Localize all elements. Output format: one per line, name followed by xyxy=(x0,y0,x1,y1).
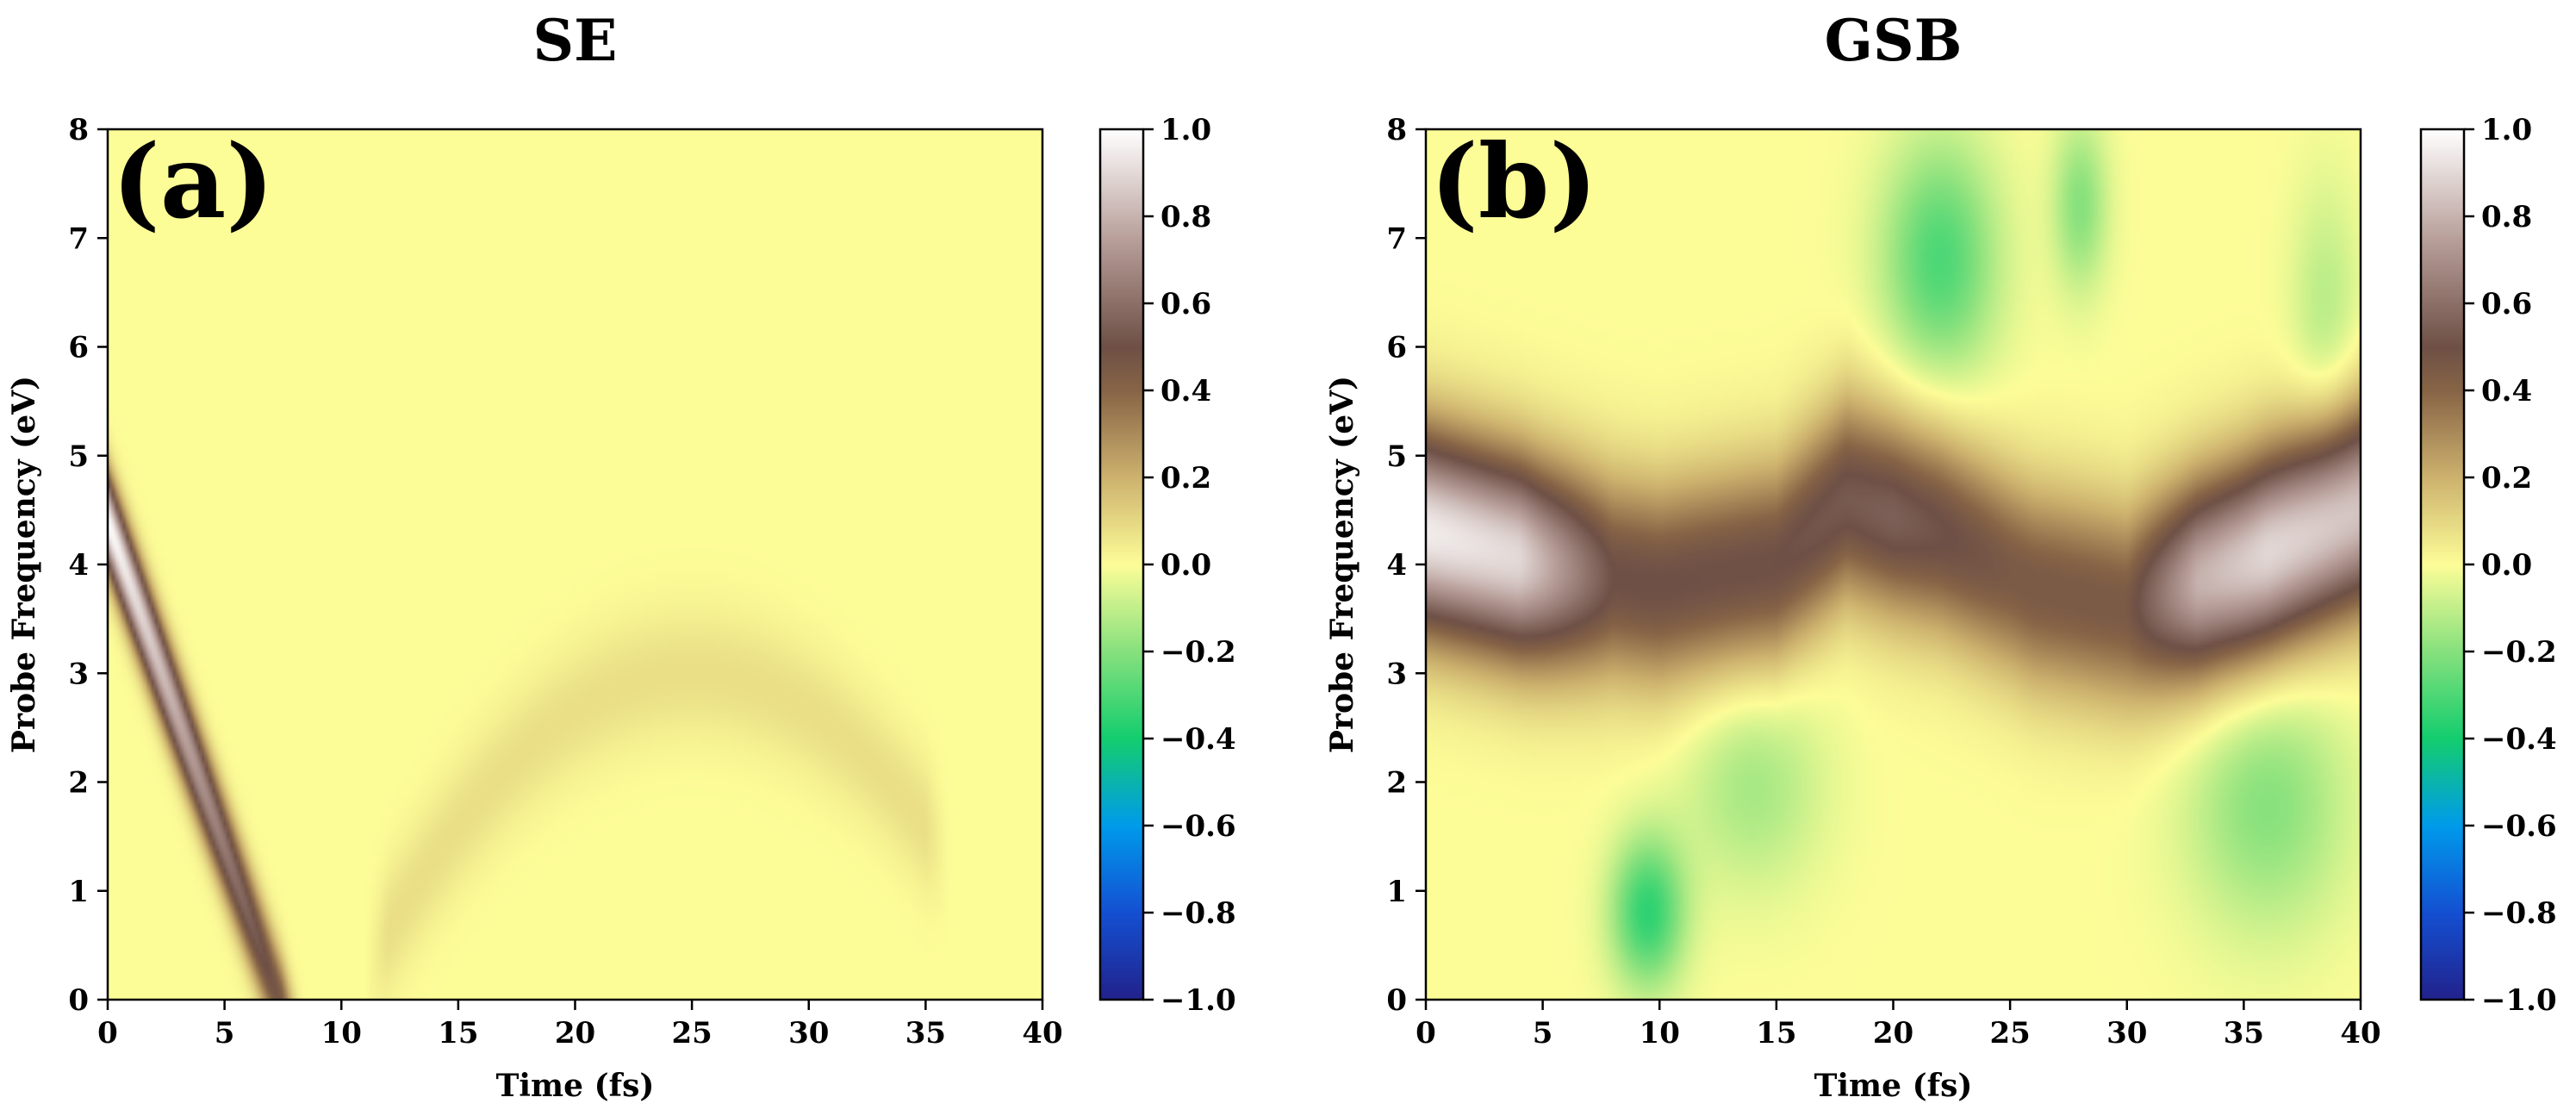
x-tick-label: 35 xyxy=(905,1016,946,1051)
heatmap-image xyxy=(1426,129,2361,1000)
colorbar-tick-label: −0.4 xyxy=(2481,722,2557,757)
y-tick-label: 2 xyxy=(1386,766,1407,801)
x-tick-label: 40 xyxy=(2340,1016,2380,1051)
x-tick-label: 10 xyxy=(321,1016,362,1051)
y-tick-label: 4 xyxy=(68,548,89,583)
y-tick-label: 5 xyxy=(1386,440,1407,474)
x-axis-label: Time (fs) xyxy=(1814,1068,1973,1104)
x-tick-label: 30 xyxy=(2106,1016,2147,1051)
chart-title: GSB xyxy=(1825,7,1963,74)
y-tick-label: 2 xyxy=(68,766,89,801)
colorbar-tick-label: −0.2 xyxy=(1160,635,1236,670)
y-tick-label: 6 xyxy=(1386,331,1407,365)
colorbar-tick-label: 0.6 xyxy=(2481,287,2532,321)
panel-label: (a) xyxy=(112,122,274,241)
y-tick-label: 5 xyxy=(68,440,89,474)
y-tick-label: 1 xyxy=(68,875,89,909)
colorbar-tick-label: 0.4 xyxy=(2481,374,2532,408)
colorbar-tick-label: 0.0 xyxy=(1160,548,1211,583)
heatmap-image xyxy=(108,129,1042,1000)
colorbar-tick-label: −1.0 xyxy=(1160,983,1236,1018)
colorbar-tick-label: 0.6 xyxy=(1160,287,1211,321)
colorbar-tick-label: 1.0 xyxy=(2481,113,2532,147)
y-tick-label: 1 xyxy=(1386,875,1407,909)
x-tick-label: 25 xyxy=(671,1016,712,1051)
x-tick-label: 15 xyxy=(1756,1016,1796,1051)
x-tick-label: 10 xyxy=(1640,1016,1680,1051)
y-tick-label: 7 xyxy=(68,221,89,256)
panel-b: GSB (b) 0 5 10 15 20 25 30 35 40 0 1 2 3 4 5 6 7 8 Time (fs)… xyxy=(1324,7,2557,1104)
x-tick-label: 20 xyxy=(1873,1016,1913,1051)
colorbar: 1.0 0.8 0.6 0.4 0.2 0.0 −0.2 −0.4 −0.6 −0.8 −1.0 xyxy=(2419,113,2557,1018)
colorbar: 1.0 0.8 0.6 0.4 0.2 0.0 −0.2 −0.4 −0.6 −0.8 −1.0 xyxy=(1098,113,1236,1018)
colorbar-tick-label: −0.4 xyxy=(1160,722,1236,757)
y-tick-label: 3 xyxy=(68,657,89,691)
x-tick-label: 40 xyxy=(1022,1016,1062,1051)
colorbar-tick-label: 1.0 xyxy=(1160,113,1211,147)
x-tick-label: 5 xyxy=(215,1016,235,1051)
x-tick-label: 25 xyxy=(1989,1016,2030,1051)
colorbar-tick-label: 0.8 xyxy=(1160,200,1211,234)
panel-a: SE (a) 0 5 10 15 20 25 30 35 40 0 1 2 3 4 5 6 7 8 Time (fs) P… xyxy=(6,7,1236,1104)
colorbar-tick-label: −0.8 xyxy=(1160,896,1236,931)
x-tick-label: 0 xyxy=(1416,1016,1436,1051)
x-axis-label: Time (fs) xyxy=(496,1068,655,1104)
colorbar-tick-label: 0.0 xyxy=(2481,548,2532,583)
colorbar-tick-label: 0.2 xyxy=(1160,461,1211,496)
x-tick-label: 5 xyxy=(1533,1016,1553,1051)
panel-label: (b) xyxy=(1430,122,1597,241)
colorbar-tick-label: −0.8 xyxy=(2481,896,2557,931)
x-tick-label: 15 xyxy=(438,1016,478,1051)
y-tick-label: 6 xyxy=(68,331,89,365)
x-tick-label: 20 xyxy=(555,1016,595,1051)
colorbar-tick-label: −0.6 xyxy=(1160,809,1236,844)
y-tick-label: 7 xyxy=(1386,221,1407,256)
y-tick-label: 0 xyxy=(1386,983,1407,1018)
y-axis-label: Probe Frequency (eV) xyxy=(1324,376,1360,753)
y-tick-label: 0 xyxy=(68,983,89,1018)
x-tick-label: 30 xyxy=(788,1016,829,1051)
colorbar-gradient xyxy=(1100,129,1143,1000)
colorbar-tick-label: −0.6 xyxy=(2481,809,2557,844)
x-tick-label: 35 xyxy=(2224,1016,2264,1051)
y-axis-label: Probe Frequency (eV) xyxy=(6,376,42,753)
y-tick-label: 3 xyxy=(1386,657,1407,691)
y-tick-label: 8 xyxy=(68,113,89,147)
colorbar-tick-label: −0.2 xyxy=(2481,635,2557,670)
colorbar-tick-label: 0.8 xyxy=(2481,200,2532,234)
colorbar-tick-label: 0.2 xyxy=(2481,461,2532,496)
colorbar-tick-label: −1.0 xyxy=(2481,983,2557,1018)
y-tick-label: 8 xyxy=(1386,113,1407,147)
chart-title: SE xyxy=(533,7,618,74)
colorbar-tick-label: 0.4 xyxy=(1160,374,1211,408)
y-tick-label: 4 xyxy=(1386,548,1407,583)
colorbar-gradient xyxy=(2421,129,2464,1000)
x-tick-label: 0 xyxy=(97,1016,118,1051)
